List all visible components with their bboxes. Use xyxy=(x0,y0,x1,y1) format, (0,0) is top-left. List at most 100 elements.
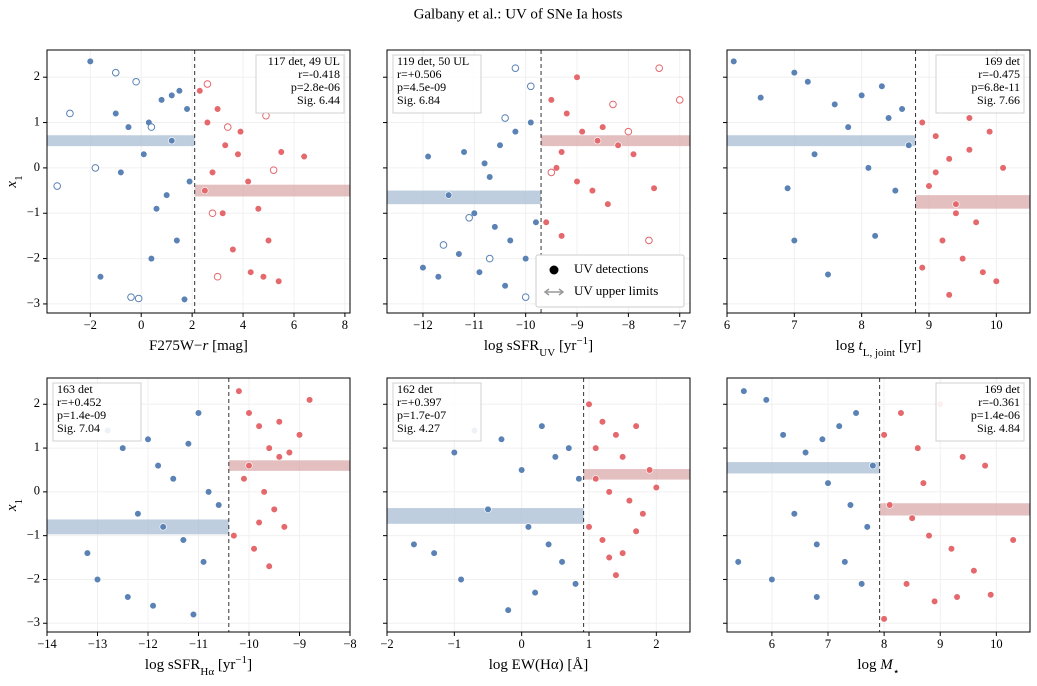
data-point xyxy=(563,109,571,118)
x-tick-label: −8 xyxy=(343,637,356,651)
data-point xyxy=(300,152,308,161)
label-part: [yr xyxy=(555,338,576,354)
upper-limit-point xyxy=(439,241,448,249)
data-point xyxy=(897,409,905,417)
upper-limit-point xyxy=(208,209,217,218)
data-point xyxy=(542,218,550,226)
data-point xyxy=(852,409,860,417)
data-point xyxy=(598,536,607,544)
data-point xyxy=(250,545,258,553)
upper-limit-point xyxy=(465,213,473,222)
data-point xyxy=(804,78,812,86)
data-point xyxy=(247,268,255,276)
y-tick-label: −2 xyxy=(27,571,40,585)
data-point xyxy=(612,571,620,579)
mean-band xyxy=(541,135,690,147)
data-point xyxy=(497,435,506,443)
y-tick-label: 1 xyxy=(34,440,40,454)
data-point xyxy=(544,540,553,549)
data-point xyxy=(86,57,94,65)
data-point xyxy=(480,159,489,167)
data-point xyxy=(632,527,640,535)
data-point xyxy=(730,57,738,65)
mean-band xyxy=(194,184,350,197)
data-point xyxy=(457,575,465,584)
data-point xyxy=(173,236,181,245)
axes-frame xyxy=(386,377,691,633)
data-point xyxy=(259,273,268,281)
mean-band xyxy=(727,462,880,474)
data-point xyxy=(757,94,765,102)
data-point xyxy=(117,168,125,177)
data-point xyxy=(779,431,787,439)
x-tick-label: 10 xyxy=(990,637,1003,651)
stats-box xyxy=(255,54,345,114)
stats-text: r=-0.475 xyxy=(978,67,1020,81)
data-point xyxy=(430,549,438,557)
data-point xyxy=(932,168,940,177)
data-point xyxy=(880,431,888,439)
data-point xyxy=(650,184,658,192)
data-point xyxy=(818,435,826,443)
data-point xyxy=(208,168,217,177)
data-point xyxy=(189,610,198,619)
upper-limit-point xyxy=(526,82,535,91)
legend-label: UV detections xyxy=(574,261,649,276)
data-point xyxy=(511,128,519,136)
data-point xyxy=(918,118,926,127)
data-point xyxy=(813,593,821,601)
label-part: [yr] xyxy=(895,338,921,354)
stats-text: p=1.4e-06 xyxy=(971,408,1020,422)
data-point xyxy=(844,123,852,131)
label-part: 1 xyxy=(13,175,25,181)
data-point xyxy=(275,277,283,285)
data-point xyxy=(215,501,223,509)
y-tick-label: −1 xyxy=(27,528,40,542)
data-point xyxy=(234,150,242,158)
data-point xyxy=(592,444,600,452)
data-point xyxy=(919,479,927,487)
data-point xyxy=(230,532,238,540)
data-point xyxy=(486,173,494,181)
data-point xyxy=(254,205,262,213)
x-tick-label: −12 xyxy=(413,318,433,332)
y-tick-label: −2 xyxy=(27,250,40,264)
legend-box xyxy=(535,254,685,308)
data-point xyxy=(504,606,512,614)
x-tick-label: 10 xyxy=(990,318,1003,332)
upper-limit-point xyxy=(521,293,530,301)
x-tick-label: 2 xyxy=(653,637,659,651)
data-point xyxy=(260,488,268,496)
data-point xyxy=(625,497,634,505)
y-tick-label: 0 xyxy=(34,484,40,498)
mean-band xyxy=(387,190,542,205)
data-point xyxy=(455,250,463,258)
data-point xyxy=(163,191,171,199)
upper-limit-point xyxy=(645,236,653,245)
upper-limit-point xyxy=(675,96,684,104)
stats-text: 117 det, 49 UL xyxy=(268,54,340,68)
stats-text: Sig. 4.84 xyxy=(977,421,1020,435)
data-point xyxy=(119,444,127,452)
upper-limit-point xyxy=(269,166,278,174)
data-point xyxy=(880,615,888,623)
y-tick-label: 2 xyxy=(34,396,40,410)
data-point xyxy=(491,223,499,231)
y-tick-label: −1 xyxy=(27,205,40,219)
upper-limit-point xyxy=(132,77,140,86)
data-point xyxy=(871,232,879,240)
data-point xyxy=(619,453,627,461)
x-tick-label: 9 xyxy=(937,637,943,651)
data-point xyxy=(152,205,161,213)
data-point xyxy=(573,73,581,81)
stats-box xyxy=(52,382,142,442)
label-part: −1 xyxy=(235,654,247,666)
stats-text: Sig. 7.04 xyxy=(57,421,100,435)
stats-text: 169 det xyxy=(984,382,1020,396)
x-tick-label: −2 xyxy=(84,318,97,332)
axis-label: F275W−r [mag] xyxy=(149,338,248,354)
data-point xyxy=(134,510,142,518)
data-point xyxy=(552,164,561,172)
label-part: log EW(Hα) [Å] xyxy=(489,657,589,673)
